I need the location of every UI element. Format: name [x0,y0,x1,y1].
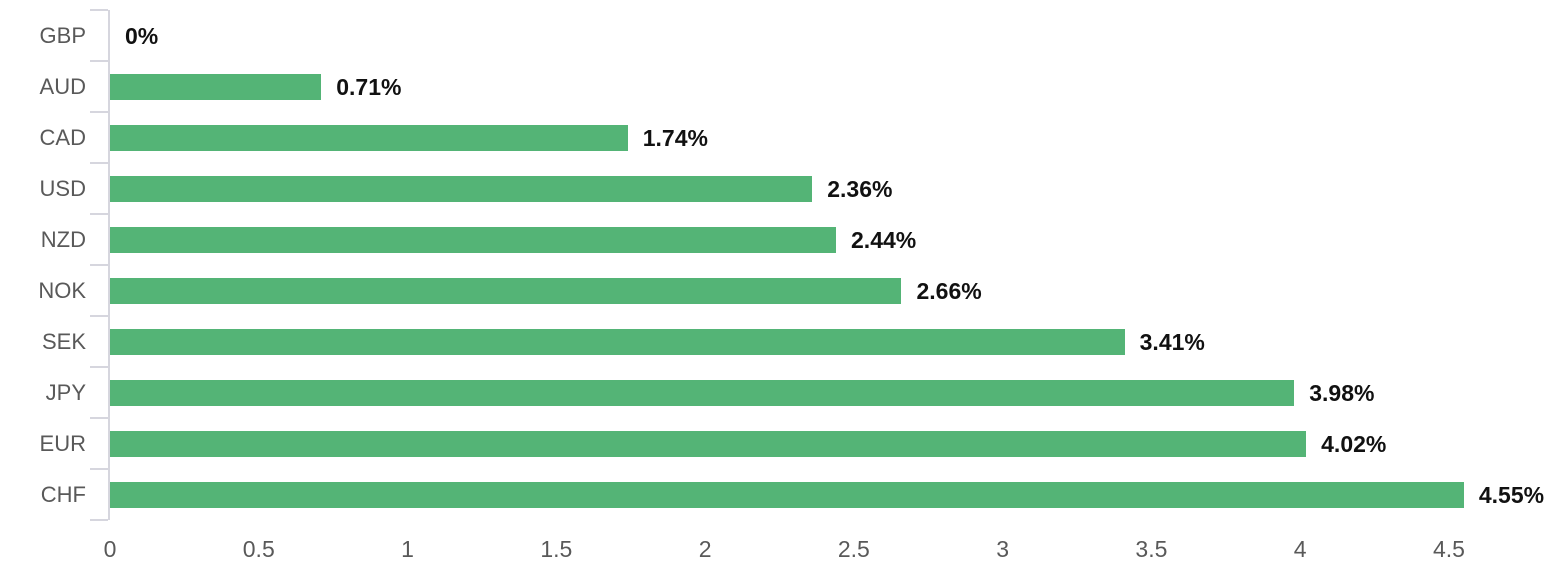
y-axis-tick [90,162,108,164]
value-label: 4.55% [1478,481,1545,508]
value-label: 3.41% [1139,328,1205,355]
y-axis-tick [90,468,108,470]
x-axis-tick-label: 4 [1293,536,1307,562]
x-axis-tick-label: 2 [698,536,712,562]
y-axis-tick [90,264,108,266]
value-label: 0% [125,22,159,49]
x-axis-tick-label: 3 [996,536,1010,562]
category-label: NZD [40,227,86,252]
bar [110,226,837,253]
category-label: USD [39,176,86,201]
y-axis-tick [90,366,108,368]
x-axis-tick-label: 2.5 [837,536,870,562]
category-label: AUD [39,74,86,99]
category-label: CHF [40,482,86,507]
y-axis-line [108,10,110,520]
y-axis-tick [90,9,108,11]
category-label: NOK [38,278,86,303]
value-label: 4.02% [1321,430,1387,457]
x-axis-tick-label: 3.5 [1135,536,1168,562]
x-axis-tick-label: 0 [103,536,117,562]
y-axis-tick [90,111,108,113]
x-axis-tick-label: 1.5 [540,536,573,562]
bar [110,175,813,202]
bar [110,328,1125,355]
bar [110,124,628,151]
bar [110,379,1295,406]
category-label: JPY [45,380,86,405]
value-label: 1.74% [642,124,708,151]
value-label: 3.98% [1309,379,1375,406]
category-label: SEK [41,329,86,354]
bar [110,73,322,100]
value-label: 2.44% [851,226,917,253]
x-axis-tick-label: 0.5 [242,536,275,562]
y-axis-tick [90,315,108,317]
bar [110,481,1464,508]
value-label: 2.36% [827,175,893,202]
value-label: 0.71% [336,73,402,100]
y-axis-tick [90,60,108,62]
category-label: CAD [39,125,86,150]
bar [110,277,902,304]
value-label: 2.66% [916,277,982,304]
x-axis-tick-label: 1 [401,536,414,562]
y-axis-tick [90,519,108,521]
category-label: GBP [39,23,86,48]
x-axis-tick-label: 4.5 [1432,536,1465,562]
bar [110,430,1307,457]
y-axis-tick [90,417,108,419]
y-axis-tick [90,213,108,215]
category-label: EUR [39,431,86,456]
